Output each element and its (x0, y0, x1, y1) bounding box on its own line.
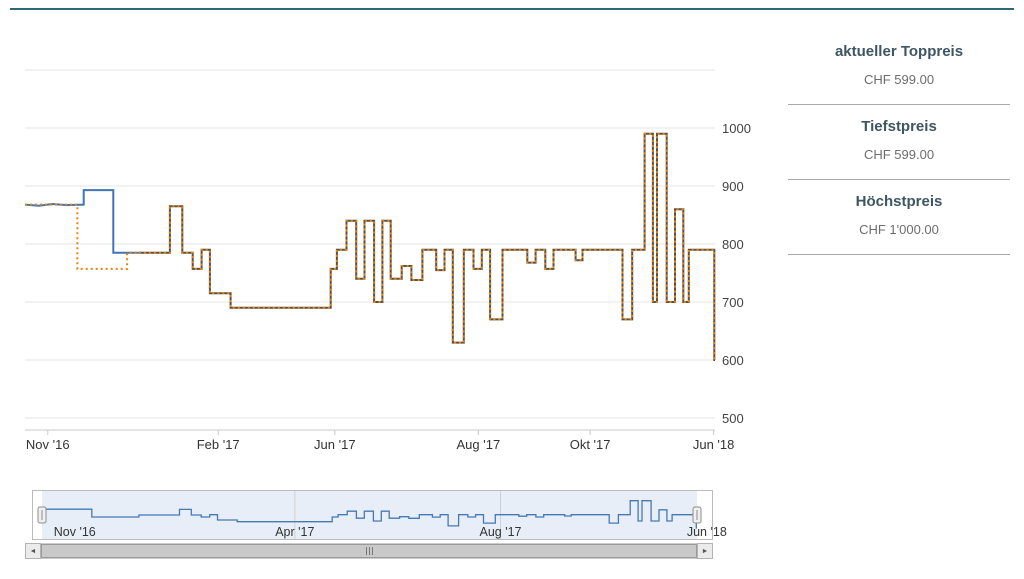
svg-text:500: 500 (722, 411, 744, 426)
svg-text:Jun '17: Jun '17 (314, 437, 356, 452)
svg-text:700: 700 (722, 295, 744, 310)
svg-text:Feb '17: Feb '17 (197, 437, 240, 452)
stat-label: Tiefstpreis (861, 118, 937, 135)
scrollbar-thumb[interactable] (41, 544, 697, 558)
svg-text:Nov '16: Nov '16 (26, 437, 70, 452)
series-toppreis-start (25, 203, 139, 270)
navigator-series (42, 500, 697, 529)
scrollbar[interactable]: ◄ ► (25, 543, 713, 559)
navigator-right-handle[interactable] (692, 506, 702, 524)
navigator-axis-label: Nov '16 (54, 525, 96, 539)
price-series (24, 132, 716, 361)
series-toppreis-dotted-overlay (138, 132, 716, 361)
navigator-outline (32, 490, 713, 540)
scrollbar-right-button[interactable]: ► (697, 543, 713, 559)
svg-text:600: 600 (722, 353, 744, 368)
right-arrow-icon: ► (701, 547, 709, 555)
series-price-history-solid (138, 132, 716, 361)
series-shop-price-start (24, 189, 139, 254)
grip-bar (365, 547, 367, 555)
svg-text:900: 900 (722, 179, 744, 194)
stat-value: CHF 599.00 (863, 147, 935, 162)
x-axis: Nov '16 Feb '17 Jun '17 Aug '17 Okt '17 Jun '… (25, 429, 735, 452)
stat-lowest-price: Tiefstpreis CHF 599.00 (788, 105, 1010, 180)
navigator-svg[interactable]: Nov '16 Apr '17 Aug '17 Jun '18 (25, 486, 765, 544)
price-chart-svg[interactable]: 500 600 700 800 900 1000 Nov '16 Feb '17 Jun '17… (10, 18, 774, 480)
stat-value: CHF 1'000.00 (859, 222, 939, 237)
left-arrow-icon: ◄ (29, 547, 37, 555)
navigator-axis-label: Jun '18 (687, 525, 727, 539)
stat-label: Höchstpreis (855, 193, 943, 210)
stat-label: aktueller Toppreis (834, 43, 964, 60)
stats-panel: aktueller Toppreis CHF 599.00 Tiefstprei… (788, 30, 1010, 255)
scrollbar-grip-icon (365, 547, 373, 555)
y-axis-labels: 500 600 700 800 900 1000 (722, 121, 751, 426)
grip-bar (371, 547, 373, 555)
stat-value: CHF 599.00 (863, 72, 935, 87)
grip-bar (368, 547, 370, 555)
svg-text:1000: 1000 (722, 121, 751, 136)
stat-highest-price: Höchstpreis CHF 1'000.00 (788, 180, 1010, 255)
accent-top-border (10, 8, 1014, 10)
navigator-axis-label: Aug '17 (479, 525, 521, 539)
svg-text:800: 800 (722, 237, 744, 252)
scrollbar-track[interactable] (41, 543, 697, 559)
scrollbar-left-button[interactable]: ◄ (25, 543, 41, 559)
navigator-axis-label: Apr '17 (275, 525, 314, 539)
navigator-left-handle[interactable] (37, 506, 47, 524)
svg-text:Jun '18: Jun '18 (693, 437, 735, 452)
stat-current-top-price: aktueller Toppreis CHF 599.00 (788, 30, 1010, 105)
svg-text:Okt '17: Okt '17 (570, 437, 611, 452)
y-gridlines (25, 69, 715, 419)
svg-text:Aug '17: Aug '17 (456, 437, 500, 452)
